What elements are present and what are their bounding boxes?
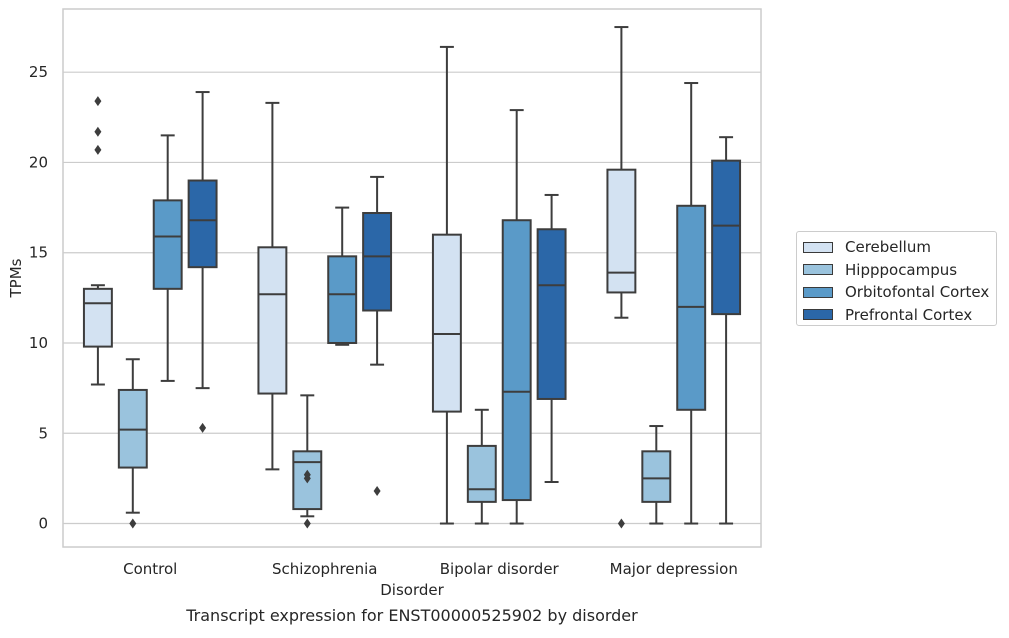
outlier-point [303,518,311,529]
box-3-3 [711,136,742,525]
outlier-point [129,518,137,529]
x-tick-label: Schizophrenia [272,560,377,578]
legend-label: Orbitofontal Cortex [845,283,990,302]
y-tick-label: 10 [29,334,48,352]
box-body [187,179,218,269]
x-tick-label: Major depression [610,560,738,578]
x-axis-label: Disorder [380,581,444,599]
outlier-point [94,144,102,155]
box-1-3 [362,175,393,497]
box-body [536,228,567,400]
box-1-1 [292,394,323,529]
box-body [152,199,183,290]
legend-label: Prefrontal Cortex [845,305,973,324]
box-0-0 [82,96,113,386]
x-tick-label: Control [123,560,177,578]
box-0-1 [117,358,148,529]
box-body [257,246,288,395]
y-tick-label: 20 [29,153,48,171]
box-body [711,159,742,316]
y-tick-label: 5 [38,424,48,442]
x-tick-label: Bipolar disorder [440,560,560,578]
box-3-1 [641,425,672,525]
box-body [501,219,532,502]
box-body [641,450,672,503]
box-0-2 [152,134,183,382]
outlier-point [94,96,102,107]
y-axis-label: TPMs [7,258,25,298]
legend-label: Hipppocampus [845,260,958,279]
box-2-0 [431,45,462,525]
y-tick-label: 15 [29,244,48,262]
box-0-3 [187,91,218,433]
box-2-3 [536,193,567,484]
box-2-2 [501,109,532,525]
outlier-point [94,126,102,137]
y-tick-label: 25 [29,63,48,81]
box-3-2 [676,82,707,525]
legend-swatch [803,264,833,276]
outlier-point [617,518,625,529]
box-body [82,287,113,348]
box-body [606,168,637,294]
chart-caption: Transcript expression for ENST0000052590… [186,606,638,625]
legend-item: Orbitofontal Cortex [797,281,996,304]
y-tick-label: 0 [38,515,48,533]
legend-swatch [803,241,833,253]
outlier-point [199,422,207,433]
box-1-2 [327,206,358,346]
box-body [362,212,393,312]
box-1-0 [257,101,288,471]
box-body [466,444,497,503]
box-3-0 [606,26,637,529]
box-body [327,255,358,344]
outlier-point [303,469,311,480]
legend-swatch [803,309,833,321]
legend-item: Prefrontal Cortex [797,304,996,327]
legend: Cerebellum Hipppocampus Orbitofontal Corte… [796,231,997,326]
outlier-point [373,486,381,497]
box-2-1 [466,408,497,525]
legend-swatch [803,286,833,298]
legend-item: Cerebellum [797,236,996,259]
box-body [431,233,462,413]
legend-label: Cerebellum [845,238,931,257]
plot-frame [62,8,762,548]
legend-item: Hipppocampus [797,259,996,282]
